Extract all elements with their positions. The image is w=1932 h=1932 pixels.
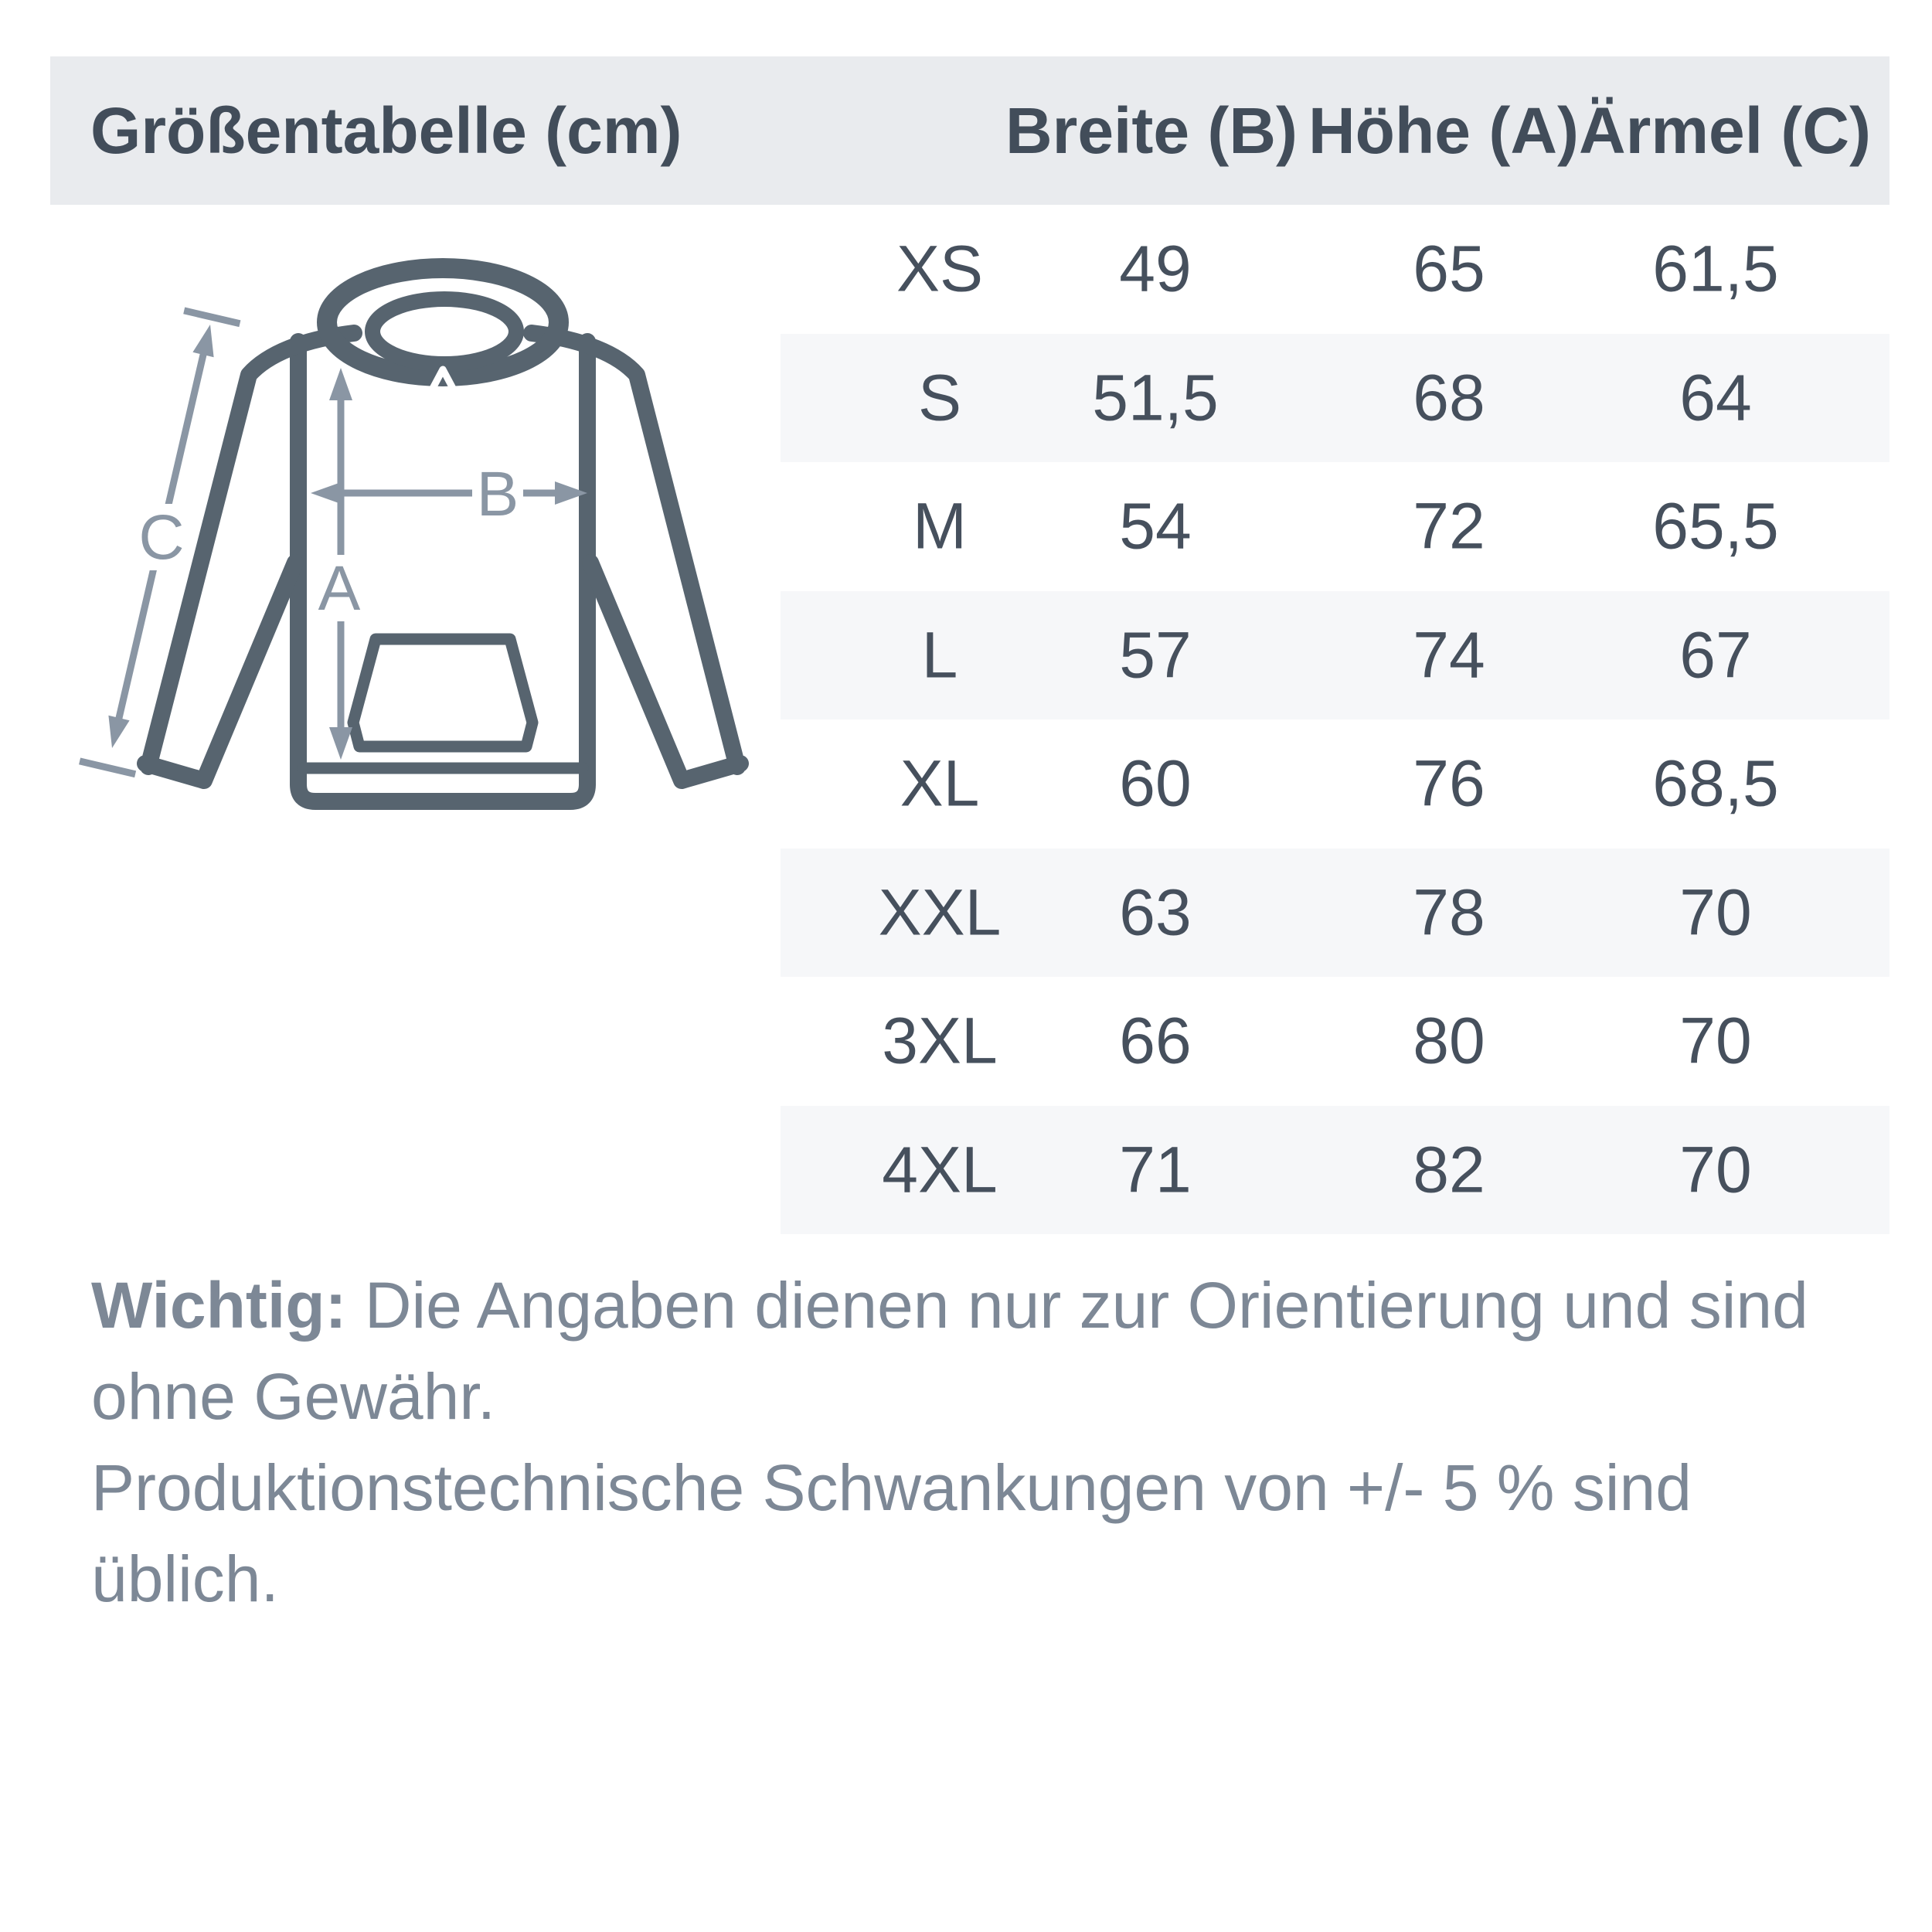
hood-notch — [427, 366, 459, 396]
breite-cell: 54 — [1119, 489, 1192, 563]
measure-labels: A B C — [137, 459, 523, 624]
breite-cell: 49 — [1119, 232, 1192, 305]
note-line2: Produktionstechnische Schwankungen von +… — [91, 1451, 1692, 1615]
aermel-cell: 70 — [1679, 876, 1752, 949]
header-bar: Größentabelle (cm) Breite (B) Höhe (A) Ä… — [50, 56, 1889, 205]
size-cell: M — [913, 489, 967, 563]
measure-label-c: C — [138, 502, 184, 573]
aermel-cell: 67 — [1679, 618, 1752, 692]
aermel-cell: 64 — [1679, 361, 1752, 434]
column-header-breite: Breite (B) — [1005, 94, 1298, 167]
hood-inner — [365, 291, 524, 372]
breite-cell: 71 — [1119, 1133, 1192, 1206]
table-row: L 57 74 67 — [781, 590, 1889, 719]
disclaimer-note: Wichtig: Die Angaben dienen nur zur Orie… — [91, 1260, 1861, 1624]
hoehe-cell: 72 — [1413, 489, 1485, 563]
size-cell: L — [921, 618, 958, 692]
size-cell: 3XL — [882, 1004, 998, 1077]
table-row: 4XL 71 82 70 — [781, 1105, 1889, 1234]
hoodie-outline — [137, 258, 749, 810]
hoodie-right-sleeve — [523, 325, 749, 789]
size-cell: XL — [900, 747, 980, 820]
column-header-aermel: Ärmel (C) — [1578, 94, 1872, 167]
note-prefix: Wichtig: — [91, 1269, 347, 1342]
hoehe-cell: 65 — [1413, 232, 1485, 305]
table-row: XS 49 65 61,5 — [781, 205, 1889, 334]
measure-arrow-b — [311, 481, 587, 505]
page-title: Größentabelle (cm) — [90, 94, 682, 167]
aermel-cell: 68,5 — [1652, 747, 1779, 820]
measure-label-b: B — [477, 459, 519, 529]
hoodie-body — [290, 333, 596, 810]
table-row: XXL 63 78 70 — [781, 848, 1889, 977]
size-table: XS 49 65 61,5 S 51,5 68 64 M 54 72 65,5 … — [781, 205, 1889, 1234]
table-row: XL 60 76 68,5 — [781, 719, 1889, 849]
hoehe-cell: 74 — [1413, 618, 1485, 692]
size-cell: XS — [896, 232, 984, 305]
hoehe-cell: 80 — [1413, 1004, 1485, 1077]
hoehe-cell: 78 — [1413, 876, 1485, 949]
table-row: S 51,5 68 64 — [781, 333, 1889, 462]
aermel-cell: 65,5 — [1652, 489, 1779, 563]
hoehe-cell: 68 — [1413, 361, 1485, 434]
column-header-hoehe: Höhe (A) — [1308, 94, 1579, 167]
hoodie-measurement-diagram: A B C — [79, 258, 749, 810]
size-cell: S — [917, 361, 962, 434]
aermel-cell: 61,5 — [1652, 232, 1779, 305]
aermel-cell: 70 — [1679, 1004, 1752, 1077]
hoehe-cell: 82 — [1413, 1133, 1485, 1206]
aermel-cell: 70 — [1679, 1133, 1752, 1206]
table-row: M 54 72 65,5 — [781, 462, 1889, 591]
breite-cell: 63 — [1119, 876, 1192, 949]
breite-cell: 57 — [1119, 618, 1192, 692]
size-cell: XXL — [878, 876, 1002, 949]
breite-cell: 60 — [1119, 747, 1192, 820]
table-row: 3XL 66 80 70 — [781, 977, 1889, 1106]
size-cell: 4XL — [882, 1133, 998, 1206]
note-line1: Die Angaben dienen nur zur Orientierung … — [91, 1269, 1808, 1433]
hoehe-cell: 76 — [1413, 747, 1485, 820]
breite-cell: 66 — [1119, 1004, 1192, 1077]
hoodie-pocket — [347, 633, 539, 753]
measurement-arrows: A B C — [79, 307, 587, 778]
measure-label-a: A — [318, 553, 361, 624]
breite-cell: 51,5 — [1092, 361, 1219, 434]
